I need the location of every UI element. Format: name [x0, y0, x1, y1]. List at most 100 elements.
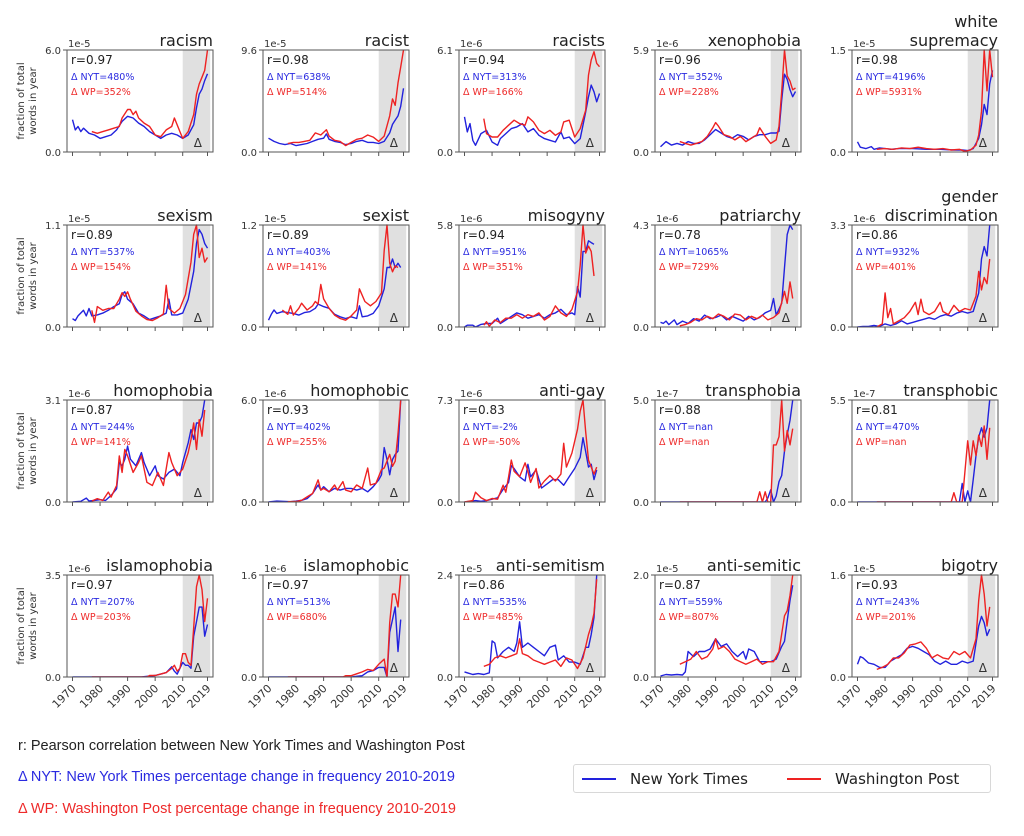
wp-delta-label: Δ WP=166%	[463, 87, 523, 98]
y-scale-label: 1e-5	[264, 39, 287, 50]
x-tick-label-1990: 1990	[890, 682, 919, 711]
y-tick-label-zero: 0.0	[437, 323, 453, 334]
y-axis-label: words in year	[28, 66, 39, 134]
series-line-wp	[91, 409, 206, 502]
nyt-delta-label: Δ NYT=638%	[267, 72, 330, 83]
plot-frame	[654, 49, 802, 153]
y-scale-label: 1e-5	[264, 214, 287, 225]
series-line-wp	[91, 574, 209, 677]
plot-frame	[654, 224, 802, 328]
x-tick-label-1990: 1990	[693, 682, 722, 711]
plot-frame	[851, 574, 999, 678]
plot-frame	[458, 574, 606, 678]
y-scale-label: 1e-5	[853, 39, 876, 50]
plot-frame	[458, 224, 606, 328]
delta-region-marker: Δ	[782, 486, 791, 500]
y-scale-label: 1e-6	[68, 389, 91, 400]
footnote-pearson: r: Pearson correlation between New York …	[18, 738, 465, 754]
y-tick-label-max: 6.0	[241, 396, 257, 407]
panel-title: discrimination	[885, 206, 998, 225]
y-tick-label-zero: 0.0	[241, 323, 257, 334]
delta-region-marker: Δ	[586, 311, 595, 325]
shaded-region-2010-2019	[574, 575, 603, 677]
nyt-delta-label: Δ NYT=535%	[463, 597, 526, 608]
y-tick-label-zero: 0.0	[633, 148, 649, 159]
plot-frame	[458, 399, 606, 503]
nyt-delta-label: Δ NYT=403%	[267, 247, 330, 258]
x-tick-label-1980: 1980	[469, 682, 498, 711]
panel-title: homophobic	[310, 381, 409, 400]
shaded-region-2010-2019	[967, 575, 996, 677]
nyt-delta-label: Δ NYT=402%	[267, 422, 330, 433]
delta-region-marker: Δ	[979, 661, 988, 675]
y-scale-label: 1e-6	[460, 39, 483, 50]
wp-delta-label: Δ WP=nan	[659, 437, 709, 448]
panel-title: white	[954, 12, 998, 31]
panel-misogyny: 5.8 0.0 1e-6 misogyny r=0.94 Δ NYT=951% Δ WP=3…	[437, 206, 606, 334]
wp-delta-label: Δ WP=201%	[856, 612, 916, 623]
wp-delta-label: Δ WP=228%	[659, 87, 719, 98]
panel-title: anti-semitic	[707, 556, 801, 575]
y-scale-label: 1e-6	[460, 389, 483, 400]
y-scale-label: 1e-6	[853, 214, 876, 225]
y-tick-label-zero: 0.0	[45, 673, 61, 684]
y-axis-label: words in year	[28, 416, 39, 484]
y-tick-label-max: 3.5	[45, 571, 61, 582]
x-tick-label-2000: 2000	[524, 682, 553, 711]
pearson-r-label: r=0.87	[71, 403, 113, 417]
y-tick-label-zero: 0.0	[241, 148, 257, 159]
x-tick-label-1990: 1990	[497, 682, 526, 711]
delta-region-marker: Δ	[782, 311, 791, 325]
wp-delta-label: Δ WP=401%	[856, 262, 916, 273]
nyt-delta-label: Δ NYT=352%	[659, 72, 722, 83]
y-scale-label: 1e-5	[68, 214, 91, 225]
panel-title: anti-semitism	[496, 556, 605, 575]
y-tick-label-zero: 0.0	[830, 148, 846, 159]
panel-title: racists	[552, 31, 605, 50]
y-scale-label: 1e-5	[68, 39, 91, 50]
x-tick-label-2010: 2010	[945, 682, 974, 711]
y-tick-label-max: 1.1	[45, 221, 61, 232]
plot-frame	[66, 399, 214, 503]
nyt-delta-label: Δ NYT=559%	[659, 597, 722, 608]
plot-frame	[66, 49, 214, 153]
pearson-r-label: r=0.78	[659, 228, 701, 242]
y-tick-label-max: 2.0	[633, 571, 649, 582]
series-line-nyt	[856, 615, 991, 669]
plot-frame	[654, 574, 802, 678]
wp-delta-label: Δ WP=485%	[463, 612, 523, 623]
wp-delta-label: Δ WP=141%	[71, 437, 131, 448]
y-tick-label-zero: 0.0	[830, 498, 846, 509]
nyt-delta-label: Δ NYT=480%	[71, 72, 134, 83]
y-axis-label: words in year	[28, 591, 39, 659]
series-line-wp	[876, 49, 994, 152]
y-tick-label-zero: 0.0	[437, 498, 453, 509]
series-line-wp	[679, 399, 794, 502]
wp-delta-label: Δ WP=141%	[267, 262, 327, 273]
x-tick-label-1980: 1980	[862, 682, 891, 711]
legend-label-wp: Washington Post	[835, 770, 960, 788]
wp-delta-label: Δ WP=255%	[267, 437, 327, 448]
plot-frame	[262, 574, 410, 678]
y-tick-label-zero: 0.0	[633, 323, 649, 334]
legend-swatch-wp	[787, 778, 821, 780]
delta-region-marker: Δ	[586, 661, 595, 675]
delta-region-marker: Δ	[194, 661, 203, 675]
x-tick-label-1970: 1970	[638, 682, 667, 711]
panel-title: sexist	[363, 206, 409, 225]
y-tick-label-max: 3.1	[45, 396, 61, 407]
y-tick-label-max: 1.6	[241, 571, 257, 582]
x-tick-label-2000: 2000	[917, 682, 946, 711]
panel-title: misogyny	[528, 206, 605, 225]
delta-region-marker: Δ	[390, 486, 399, 500]
series-line-wp	[483, 51, 601, 138]
pearson-r-label: r=0.96	[659, 53, 701, 67]
series-line-wp	[281, 224, 399, 321]
pearson-r-label: r=0.98	[267, 53, 309, 67]
y-tick-label-max: 3.3	[830, 221, 846, 232]
series-line-wp	[876, 574, 991, 671]
